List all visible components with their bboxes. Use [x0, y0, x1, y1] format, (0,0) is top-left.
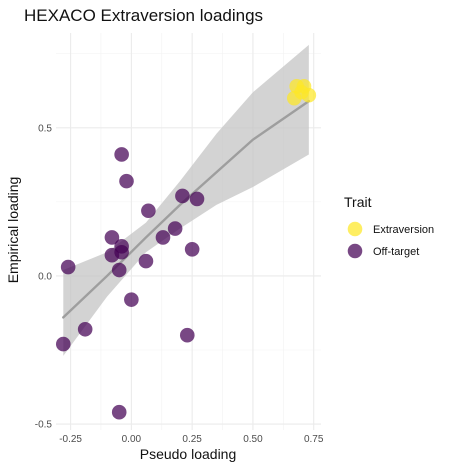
x-tick-label: 0.25 — [182, 434, 202, 445]
y-axis-title: Empirical loading — [5, 177, 21, 284]
legend-label-off-target: Off-target — [373, 246, 419, 258]
data-point-off-target — [124, 292, 139, 307]
tick-label-layer: -0.25 0.00 0.25 0.50 0.75 -0.5 0.0 0.5 — [35, 123, 324, 445]
legend-key-extraversion — [347, 221, 363, 237]
data-point-off-target — [111, 262, 127, 278]
data-point-off-target — [155, 230, 171, 245]
data-point-off-target — [175, 188, 190, 204]
data-point-off-target — [111, 404, 127, 420]
x-tick-label: 0.00 — [122, 434, 142, 445]
data-point-off-target — [141, 203, 156, 219]
data-point-off-target — [77, 321, 93, 337]
data-point-off-target — [119, 173, 134, 189]
data-point-off-target — [167, 221, 183, 236]
data-point-off-target — [55, 336, 71, 352]
legend-key-off-target — [347, 243, 363, 259]
y-tick-label: -0.5 — [35, 420, 53, 431]
data-point-off-target — [104, 230, 120, 245]
data-point-extraversion — [286, 90, 302, 106]
data-point-off-target — [189, 191, 205, 207]
legend-title: Trait — [344, 194, 372, 210]
trend-line-layer — [62, 99, 311, 319]
x-tick-label: -0.25 — [59, 434, 82, 445]
x-tick-label: 0.50 — [243, 434, 263, 445]
legend-label-extraversion: Extraversion — [373, 224, 434, 236]
chart-title: HEXACO Extraversion loadings — [24, 6, 263, 25]
data-point-layer — [55, 79, 317, 420]
data-point-off-target — [179, 327, 195, 343]
data-point-off-target — [138, 253, 154, 269]
y-tick-label: 0.0 — [38, 271, 52, 282]
x-axis-title: Pseudo loading — [140, 446, 237, 462]
data-point-off-target — [104, 247, 120, 263]
trend-line — [62, 99, 311, 319]
data-point-off-target — [184, 241, 200, 257]
x-tick-label: 0.75 — [304, 434, 324, 445]
data-point-off-target — [114, 147, 129, 162]
data-point-off-target — [60, 259, 76, 275]
data-point-extraversion — [301, 87, 317, 103]
legend: Trait Extraversion Off-target — [344, 194, 434, 259]
y-tick-label: 0.5 — [38, 123, 52, 134]
